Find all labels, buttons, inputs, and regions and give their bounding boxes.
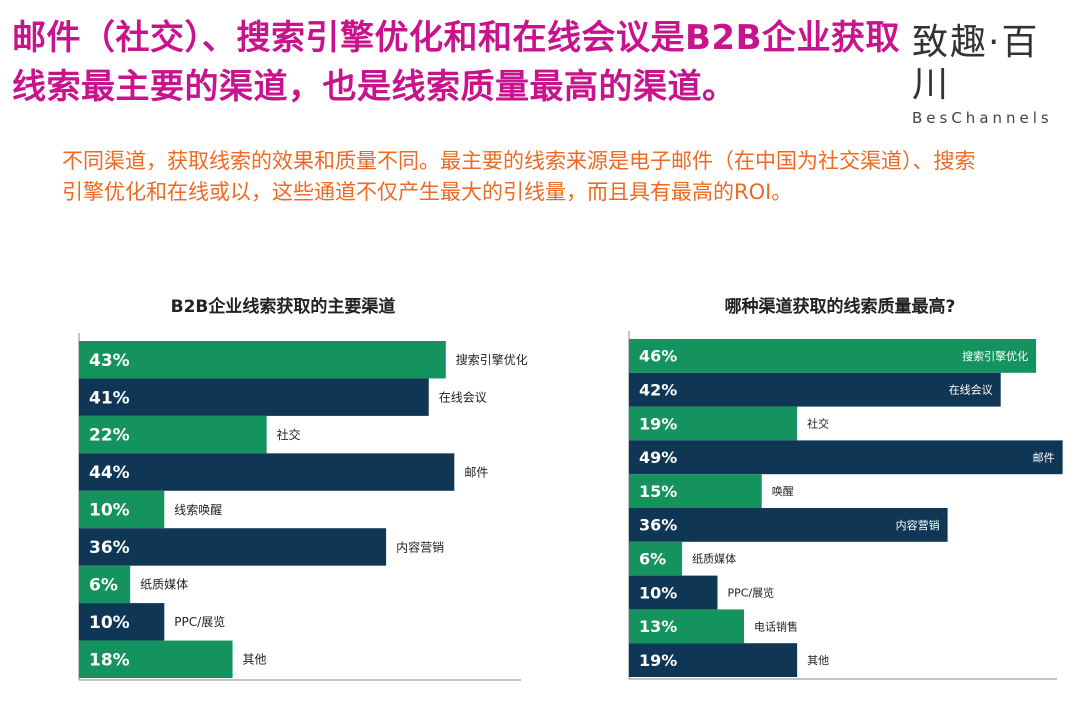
- bar-value-label: 22%: [89, 426, 130, 446]
- bar-value-label: 6%: [639, 549, 666, 568]
- bar-value-label: 13%: [639, 617, 677, 636]
- bar-value-label: 19%: [639, 651, 677, 670]
- bar: [629, 643, 798, 677]
- bar-value-label: 42%: [639, 380, 677, 399]
- bar-value-label: 46%: [639, 347, 677, 366]
- bar-category-label: 其他: [807, 654, 829, 667]
- bar-value-label: 43%: [89, 351, 130, 371]
- bar-category-label: 电话销售: [754, 619, 798, 633]
- bar-value-label: 36%: [89, 538, 130, 558]
- bar-value-label: 41%: [89, 388, 130, 408]
- bar-category-label: 社交: [277, 427, 301, 442]
- bar-category-label: 在线会议: [439, 390, 487, 404]
- bar-value-label: 44%: [89, 463, 130, 483]
- bar: [79, 603, 165, 641]
- brand-name-en: BesChannels: [912, 109, 1053, 127]
- bar: [79, 528, 387, 566]
- bar-value-label: 49%: [639, 448, 677, 467]
- bar-category-label: 内容营销: [396, 539, 444, 554]
- bar-value-label: 6%: [89, 576, 118, 596]
- bar-category-label: 纸质媒体: [140, 578, 188, 592]
- bar-category-label: PPC/展览: [728, 585, 775, 599]
- bar-value-label: 19%: [639, 414, 677, 433]
- bar-value-label: 10%: [89, 501, 130, 521]
- chart-title-lead-quality: 哪种渠道获取的线索质量最高?: [724, 297, 956, 317]
- bar-value-label: 36%: [639, 516, 677, 535]
- bar-category-label: 内容营销: [896, 518, 940, 532]
- bar: [79, 490, 165, 529]
- subtitle: 不同渠道，获取线索的效果和质量不同。最主要的线索来源是电子邮件（在中国为社交渠道…: [62, 149, 976, 204]
- bar-category-label: 唤醒: [772, 484, 794, 498]
- bar: [629, 474, 762, 508]
- bar: [79, 341, 446, 379]
- bar-value-label: 10%: [639, 583, 677, 602]
- bar-category-label: 线索唤醒: [174, 503, 222, 517]
- bar: [629, 339, 1037, 373]
- brand-name-cn: 致趣·百川: [912, 22, 1040, 105]
- bar-category-label: 纸质媒体: [692, 552, 736, 566]
- bar-category-label: 社交: [807, 416, 829, 430]
- headline: 邮件（社交）、搜索引擎优化和和在线会议是B2B企业获取线索最主要的渠道，也是线索…: [12, 18, 900, 107]
- bar: [79, 453, 455, 491]
- bar-value-label: 10%: [89, 613, 130, 633]
- bar-category-label: 搜索引擎优化: [456, 352, 528, 367]
- bar: [629, 508, 948, 542]
- bar: [79, 378, 429, 416]
- bar: [629, 440, 1063, 475]
- bar-category-label: 其他: [243, 653, 267, 667]
- bar: [79, 640, 233, 678]
- brand-logo: 致趣·百川 BesChannels: [912, 22, 1072, 128]
- chart-title-lead-channels: B2B企业线索获取的主要渠道: [170, 297, 396, 317]
- bar: [629, 372, 1001, 407]
- bar: [629, 541, 683, 576]
- bar: [79, 565, 131, 604]
- bar-category-label: 在线会议: [949, 383, 993, 397]
- bar: [629, 406, 798, 441]
- bar: [79, 415, 267, 454]
- bar-category-label: PPC/展览: [174, 614, 225, 629]
- bar-category-label: 搜索引擎优化: [962, 349, 1028, 363]
- bar: [629, 609, 745, 644]
- bar-value-label: 18%: [89, 650, 130, 670]
- bar-category-label: 邮件: [1033, 451, 1055, 464]
- bar-value-label: 15%: [639, 482, 677, 501]
- bar-category-label: 邮件: [464, 465, 488, 479]
- bar: [629, 575, 718, 610]
